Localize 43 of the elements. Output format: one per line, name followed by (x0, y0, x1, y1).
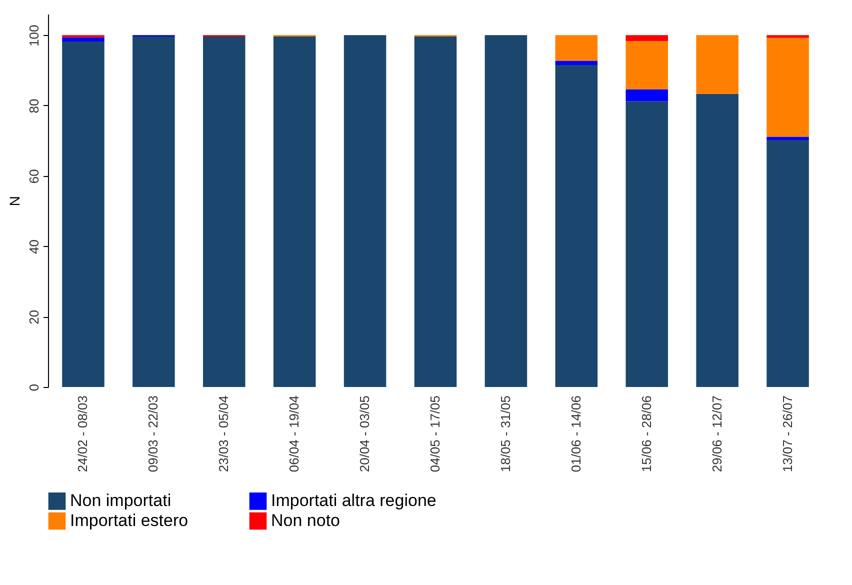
bar (273, 36, 316, 387)
bar (766, 35, 809, 38)
y-tick-label: 20 (26, 310, 42, 324)
x-tick-label: 15/06 - 28/06 (638, 396, 654, 472)
x-tick-label: 04/05 - 17/05 (428, 396, 442, 472)
bar (626, 101, 668, 387)
x-tick-label: 09/03 - 22/03 (146, 396, 161, 472)
bar (626, 89, 668, 102)
legend-label: Importati altra regione (271, 491, 436, 510)
bar (555, 35, 598, 61)
bar (62, 37, 104, 42)
legend-label: Non noto (271, 511, 340, 530)
x-tick-label: 24/02 - 08/03 (75, 396, 90, 472)
y-tick-label: 40 (26, 240, 42, 254)
legend-label: Importati estero (70, 511, 188, 530)
bar (555, 65, 598, 387)
bar (414, 36, 457, 387)
bar (766, 38, 809, 137)
x-tick-label: 13/07 - 26/07 (780, 396, 795, 472)
bar (555, 60, 598, 66)
y-tick-label: 0 (26, 384, 42, 392)
y-tick-label: 80 (26, 98, 42, 114)
y-axis-title: N (6, 196, 22, 206)
x-tick-label: 23/03 - 05/04 (216, 396, 232, 472)
y-tick-label: 100 (26, 24, 42, 46)
x-tick-label: 18/05 - 31/05 (498, 396, 513, 472)
bar (696, 35, 738, 94)
bar (626, 41, 668, 90)
bar (626, 35, 668, 42)
bar (766, 136, 809, 140)
bar (344, 35, 386, 387)
x-tick-label: 29/06 - 12/07 (709, 396, 724, 472)
bar (484, 35, 528, 387)
bar (62, 41, 104, 387)
x-tick-label: 01/06 - 14/06 (568, 396, 584, 472)
bar (696, 94, 738, 387)
bar (132, 36, 175, 387)
y-tick-label: 60 (26, 169, 42, 184)
x-tick-label: 06/04 - 19/04 (286, 396, 302, 472)
bar (766, 140, 809, 387)
x-tick-label: 20/04 - 03/05 (357, 396, 372, 472)
bar (203, 36, 246, 387)
legend-label: Non importati (70, 491, 172, 510)
